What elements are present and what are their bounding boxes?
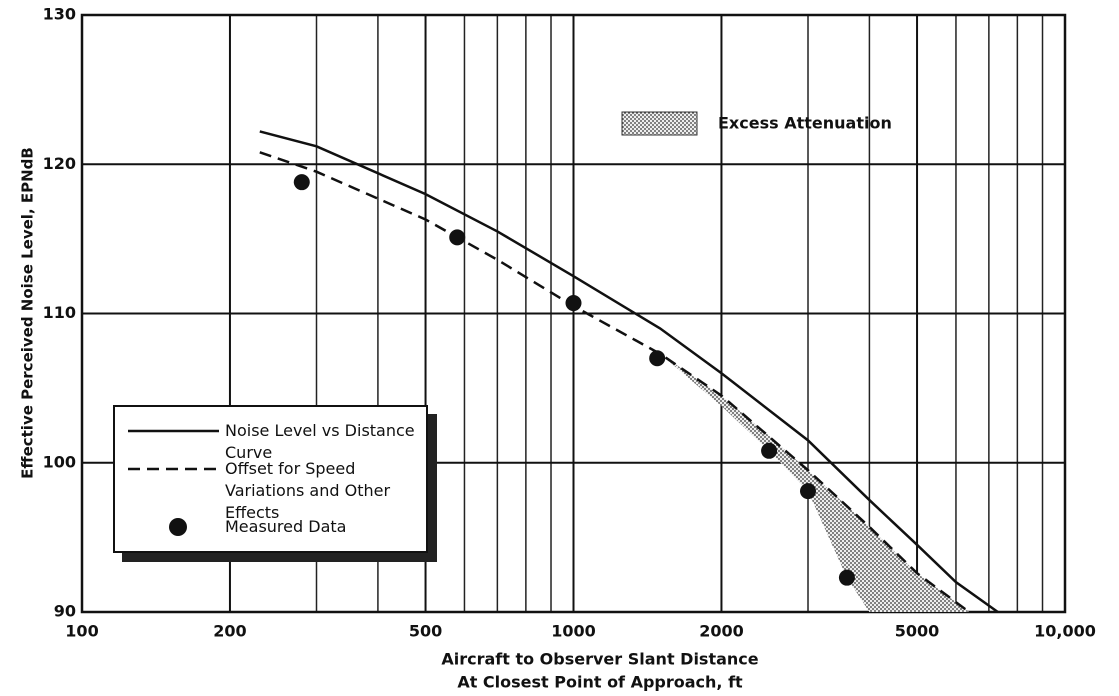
legend-label: Noise Level vs Distance Curve	[225, 421, 415, 462]
x-tick-label: 1000	[551, 622, 596, 641]
dashed-line	[259, 151, 970, 614]
x-tick-label: 500	[409, 622, 442, 641]
plot-frame	[80, 13, 1067, 614]
data-point	[838, 569, 855, 586]
data-point	[565, 295, 582, 312]
x-tick-label: 5000	[895, 622, 940, 641]
x-tick-label: 10,000	[1034, 622, 1096, 641]
y-tick-label: 100	[43, 452, 76, 471]
solid-line	[259, 130, 999, 614]
region-legend-swatch	[621, 111, 698, 136]
data-point	[449, 229, 466, 246]
x-tick-label: 2000	[699, 622, 744, 641]
x-tick-label: 200	[213, 622, 246, 641]
data-point	[649, 350, 666, 367]
y-tick-label: 120	[43, 154, 76, 173]
excess-attenuation-region	[660, 353, 970, 612]
x-axis-label: Aircraft to Observer Slant Distance	[441, 650, 758, 669]
data-point	[293, 174, 310, 191]
data-point	[800, 483, 817, 500]
y-tick-label: 110	[43, 303, 76, 322]
legend: Noise Level vs Distance Curve Offset for …	[113, 405, 428, 553]
x-axis-label: At Closest Point of Approach, ft	[457, 673, 743, 692]
legend-symbol	[128, 429, 219, 433]
y-tick-label: 90	[54, 602, 76, 621]
region-legend-label: Excess Attenuation	[718, 114, 892, 133]
legend-symbol	[169, 518, 187, 536]
x-tick-label: 100	[65, 622, 98, 641]
legend-label: Offset for Speed Variations and Other Ef…	[225, 459, 391, 522]
legend-marker	[169, 518, 187, 536]
legend-label: Measured Data	[225, 517, 347, 536]
legend-symbol	[128, 467, 219, 471]
data-point	[761, 442, 778, 459]
y-tick-label: 130	[43, 5, 76, 24]
y-axis-label: Effective Perceived Noise Level, EPNdB	[19, 147, 37, 479]
